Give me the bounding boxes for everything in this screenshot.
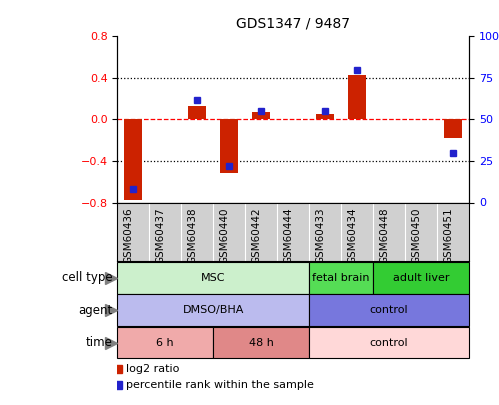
Bar xyxy=(316,114,334,119)
Text: adult liver: adult liver xyxy=(393,273,449,283)
Bar xyxy=(252,112,270,119)
Text: percentile rank within the sample: percentile rank within the sample xyxy=(126,380,314,390)
Text: control: control xyxy=(370,305,408,315)
Text: GSM60438: GSM60438 xyxy=(187,207,197,264)
Text: GSM60434: GSM60434 xyxy=(347,207,357,264)
Bar xyxy=(117,262,309,294)
Text: GSM60442: GSM60442 xyxy=(251,207,261,264)
Bar xyxy=(117,294,309,326)
Text: DMSO/BHA: DMSO/BHA xyxy=(183,305,244,315)
Text: GSM60436: GSM60436 xyxy=(123,207,133,264)
Text: GSM60451: GSM60451 xyxy=(443,207,453,264)
Bar xyxy=(309,294,469,326)
Text: control: control xyxy=(370,338,408,347)
Text: GSM60450: GSM60450 xyxy=(411,207,421,264)
Text: GSM60437: GSM60437 xyxy=(155,207,165,264)
Bar xyxy=(189,106,206,119)
Bar xyxy=(309,262,373,294)
Bar xyxy=(373,262,469,294)
Text: GDS1347 / 9487: GDS1347 / 9487 xyxy=(236,16,350,30)
Bar xyxy=(221,119,238,173)
Bar xyxy=(117,327,213,358)
Bar xyxy=(309,327,469,358)
Text: 48 h: 48 h xyxy=(249,338,273,347)
Text: GSM60440: GSM60440 xyxy=(219,207,229,264)
Bar xyxy=(213,327,309,358)
Text: fetal brain: fetal brain xyxy=(312,273,370,283)
Bar xyxy=(444,119,462,138)
Text: GSM60433: GSM60433 xyxy=(315,207,325,264)
Text: MSC: MSC xyxy=(201,273,226,283)
Text: time: time xyxy=(85,336,112,349)
Text: GSM60448: GSM60448 xyxy=(379,207,389,264)
Text: GSM60444: GSM60444 xyxy=(283,207,293,264)
Text: log2 ratio: log2 ratio xyxy=(126,364,179,373)
Text: agent: agent xyxy=(78,304,112,317)
Text: cell type: cell type xyxy=(62,271,112,284)
Bar xyxy=(348,75,366,119)
Text: 6 h: 6 h xyxy=(156,338,174,347)
Bar xyxy=(124,119,142,200)
